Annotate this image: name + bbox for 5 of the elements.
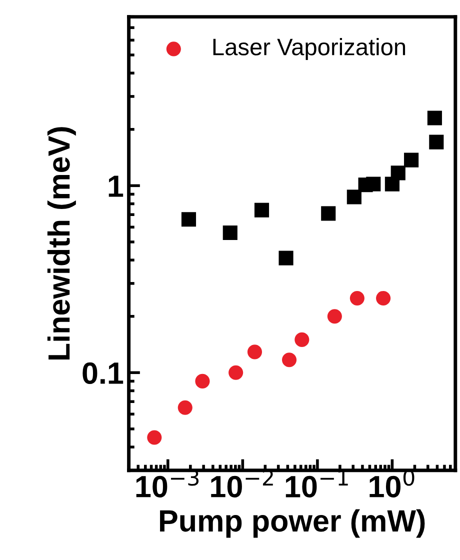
y-tick-label: 1	[108, 176, 124, 197]
legend-label: Laser Vaporization	[213, 38, 406, 60]
y-axis-title: Linewidth (meV)	[47, 127, 76, 360]
y-tick-label: 0.1	[82, 362, 124, 384]
x-axis-title: Pump power (mW)	[160, 509, 425, 538]
